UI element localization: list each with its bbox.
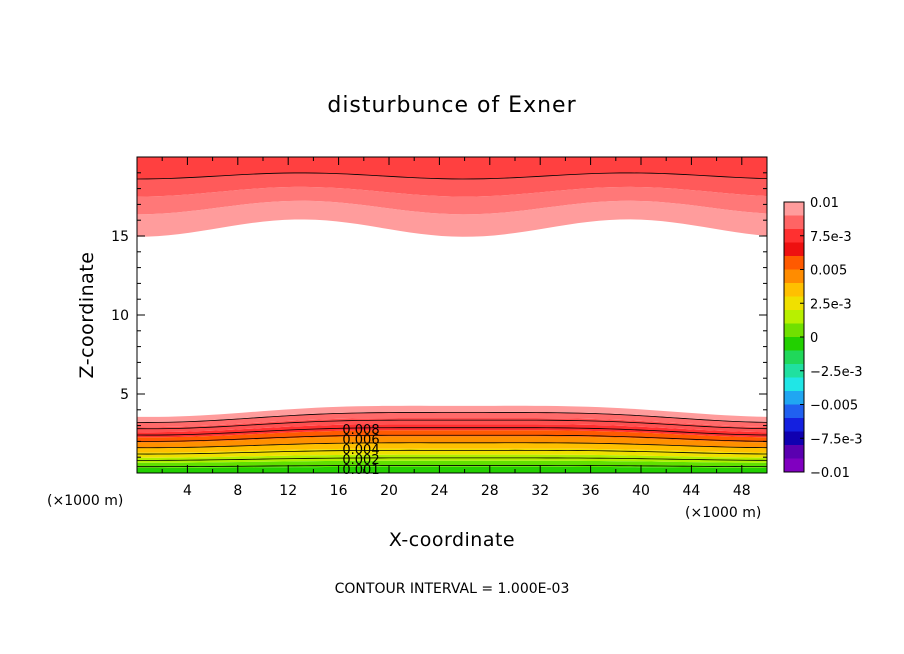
colorbar-swatch	[784, 310, 804, 324]
contour-label-text: 0.004	[342, 443, 379, 458]
field-band-lower	[137, 442, 767, 453]
colorbar-swatch	[784, 404, 804, 419]
x-tick-label: 24	[430, 483, 448, 499]
x-unit-left: (×1000 m)	[47, 493, 123, 509]
colorbar-label: 7.5e-3	[810, 230, 852, 245]
contour-interval-note: CONTOUR INTERVAL = 1.000E-03	[335, 581, 570, 597]
colorbar-swatch	[784, 418, 804, 432]
field-band-lower	[137, 466, 767, 473]
field-band-lower	[137, 454, 767, 463]
x-tick-label: 32	[531, 483, 549, 499]
colorbar-swatch	[784, 283, 804, 297]
contour-label-text: 0.008	[342, 423, 379, 438]
field-band-upper	[137, 200, 767, 237]
contour-line	[136, 465, 768, 468]
colorbar-swatch	[784, 242, 804, 257]
contour-line	[136, 449, 768, 455]
contour-label-text: 0.006	[342, 433, 379, 448]
field-band-lower	[137, 405, 767, 423]
x-tick-label: 48	[733, 483, 751, 499]
plot-fill	[137, 157, 767, 473]
colorbar-swatch	[784, 431, 804, 446]
colorbar-swatch	[784, 377, 804, 392]
colorbar-swatch	[784, 229, 804, 243]
y-axis-title: Z-coordinate	[76, 252, 98, 379]
colorbar	[783, 201, 805, 473]
x-tick-label: 12	[279, 483, 297, 499]
x-tick-label: 16	[330, 483, 348, 499]
x-axis-title: X-coordinate	[389, 529, 515, 551]
contour-line	[136, 412, 768, 423]
colorbar-swatch	[784, 458, 804, 473]
x-unit-right: (×1000 m)	[685, 505, 761, 521]
colorbar-swatch	[784, 445, 804, 459]
field-band-upper	[137, 157, 767, 179]
x-tick-label: 40	[632, 483, 650, 499]
x-tick-label: 36	[582, 483, 600, 499]
colorbar-swatch	[784, 323, 804, 338]
colorbar-swatch	[784, 350, 804, 365]
colorbar-swatch	[784, 337, 804, 351]
colorbar-label: −2.5e-3	[810, 365, 863, 380]
contour-lines	[136, 172, 768, 468]
x-tick-label: 4	[183, 483, 192, 499]
x-tick-label: 28	[481, 483, 499, 499]
colorbar-swatch	[784, 202, 804, 216]
x-tick-label: 20	[380, 483, 398, 499]
y-axis-ticks: 5 10 15	[111, 172, 767, 458]
contour-line	[136, 419, 768, 430]
field-band-lower	[137, 430, 767, 443]
contour-line	[136, 442, 768, 449]
y-tick-label: 15	[111, 229, 129, 245]
colorbar-labels: 0.01 7.5e-3 0.005 2.5e-3 0 −2.5e-3 −0.005 −7.5e…	[800, 196, 863, 481]
contour-line	[136, 434, 768, 442]
colorbar-label: −0.01	[810, 466, 850, 481]
colorbar-swatch	[784, 215, 804, 230]
colorbar-swatch	[784, 256, 804, 270]
colorbar-swatch	[784, 269, 804, 284]
colorbar-label: 2.5e-3	[810, 297, 852, 312]
x-axis-ticks: 4 8 12 16 20 24 28 32 36 40 44 48	[136, 157, 768, 499]
chart-title: disturbunce of Exner	[327, 93, 576, 118]
colorbar-label: 0.01	[810, 196, 839, 211]
x-tick-label: 44	[682, 483, 700, 499]
colorbar-label: −0.005	[810, 399, 858, 414]
contour-line	[136, 457, 768, 461]
contour-label-text: 0.001	[342, 463, 379, 478]
colorbar-swatch	[784, 296, 804, 311]
field-band-upper	[137, 173, 767, 197]
colorbar-label: 0	[810, 331, 818, 346]
colorbar-label: −7.5e-3	[810, 432, 863, 447]
x-tick-label: 8	[233, 483, 242, 499]
y-tick-label: 10	[111, 308, 129, 324]
y-tick-label: 5	[120, 387, 129, 403]
contour-line	[136, 172, 768, 180]
field-band-lower	[137, 436, 767, 448]
contour-line	[136, 427, 768, 436]
colorbar-swatch	[784, 364, 804, 378]
contour-label-text: 0.002	[342, 453, 379, 468]
field-band-upper	[137, 186, 767, 215]
field-band-lower	[137, 424, 767, 438]
colorbar-swatch	[784, 391, 804, 405]
colorbar-label: 0.005	[810, 264, 847, 279]
